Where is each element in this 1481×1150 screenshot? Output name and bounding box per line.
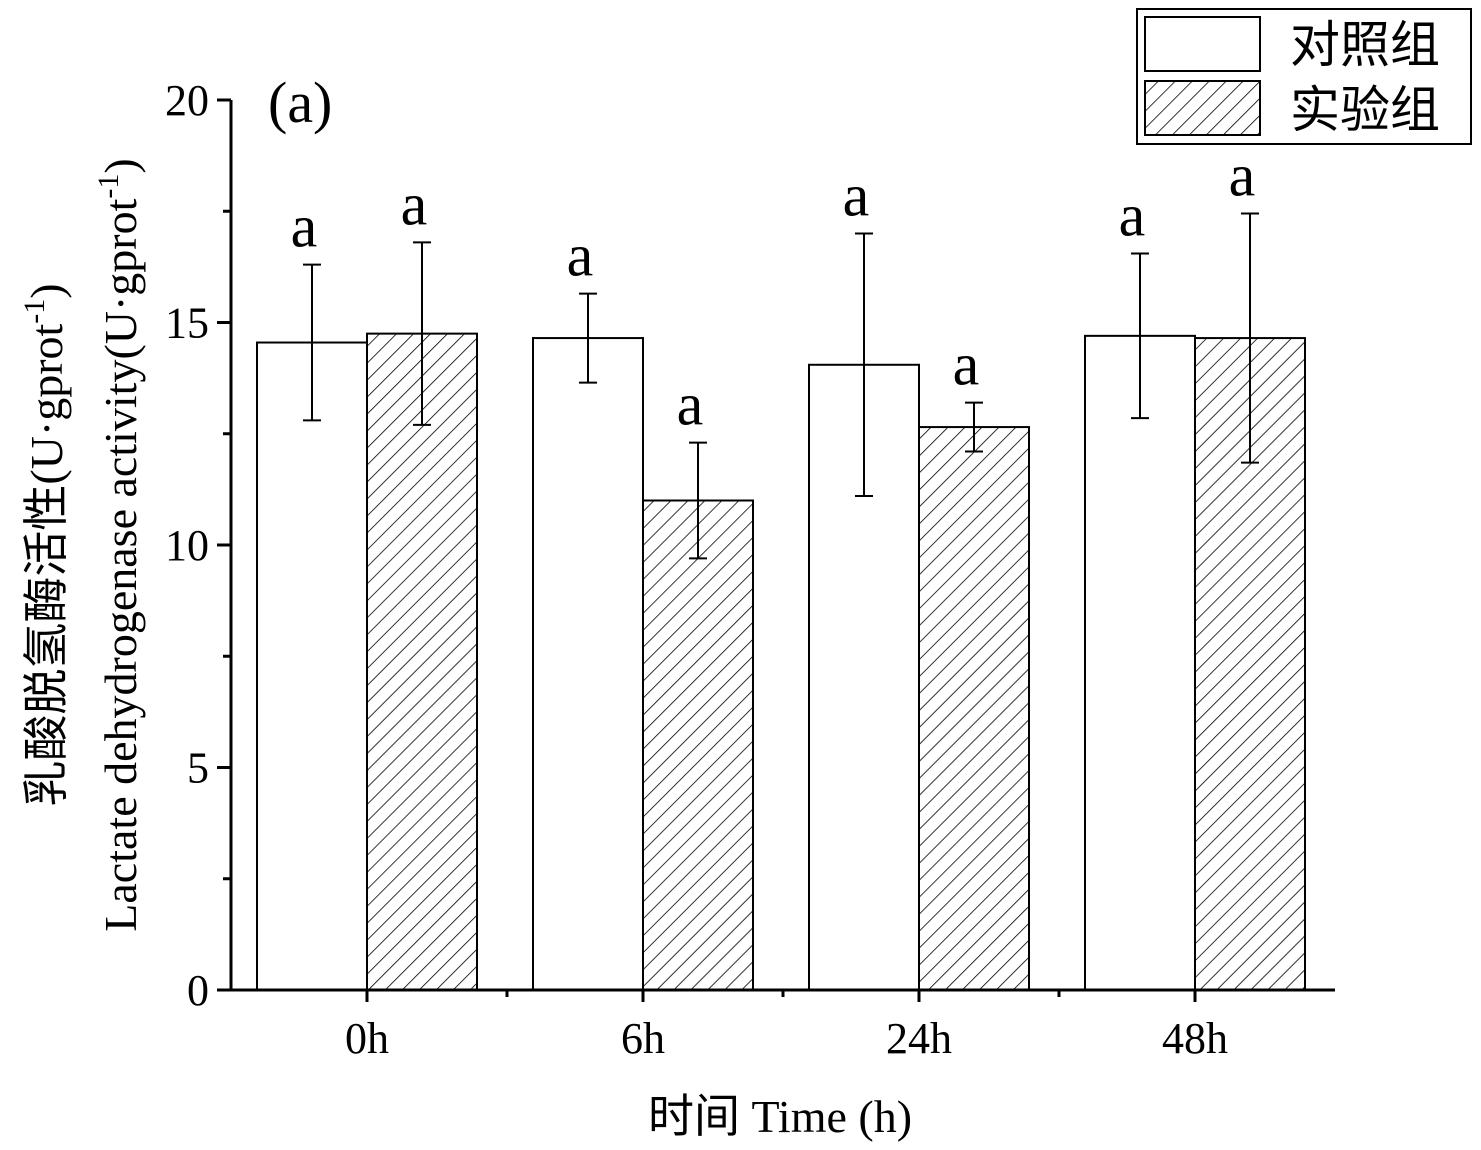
legend-swatch-experimental	[1144, 80, 1261, 136]
y-axis-title-chinese: 乳酸脱氢酶活性(U·gprot-1)	[18, 283, 72, 806]
significance-letter: a	[401, 171, 428, 237]
y-tick-label: 10	[165, 521, 209, 570]
y-axis-title-en-close: )	[95, 158, 146, 173]
y-axis-title-english: Lactate dehydrogenase activity(U·gprot-1…	[92, 158, 146, 931]
y-tick-label: 5	[187, 744, 209, 793]
significance-letter: a	[1229, 142, 1256, 208]
y-axis-title-cn-sup: -1	[18, 299, 51, 324]
bar-48h-series-1	[1084, 334, 1196, 992]
legend-label-experimental: 实验组	[1290, 82, 1440, 138]
x-tick-label: 48h	[1162, 1014, 1228, 1063]
significance-letter: a	[677, 372, 704, 438]
legend-label-control: 对照组	[1290, 17, 1440, 73]
bar-6h-series-1	[532, 337, 644, 991]
bar-24h-series-2	[918, 426, 1030, 991]
y-axis-title-en-main: Lactate dehydrogenase activity(U·gprot	[95, 198, 146, 931]
bar-6h-series-2	[642, 499, 754, 991]
x-tick-label: 0h	[345, 1014, 389, 1063]
legend: 对照组 实验组	[1136, 8, 1472, 145]
y-axis-title-en-sup: -1	[92, 174, 125, 199]
axes: 0 5 10 15 20 0h 6h 24h 48h	[165, 76, 1335, 1063]
significance-letter: a	[567, 223, 594, 289]
y-axis-title-cn-main: 乳酸脱氢酶活性(U·gprot	[21, 323, 72, 806]
legend-swatch-control	[1144, 16, 1261, 72]
bar-0h-series-2	[366, 332, 478, 991]
y-tick-label: 20	[165, 76, 209, 125]
error-bars-layer	[303, 212, 1259, 560]
bars-layer	[256, 332, 1306, 992]
y-axis-title-cn-close: )	[21, 283, 72, 298]
significance-letter: a	[843, 163, 870, 229]
x-tick-label: 6h	[621, 1014, 665, 1063]
x-axis-title: 时间 Time (h)	[648, 1091, 912, 1142]
significance-letter: a	[953, 332, 980, 398]
panel-label: (a)	[268, 70, 332, 135]
significance-letter: a	[291, 194, 318, 260]
significance-letter: a	[1119, 183, 1146, 249]
significance-letters-layer: a a a a a a a a	[291, 142, 1256, 437]
x-tick-label: 24h	[886, 1014, 952, 1063]
y-tick-label: 15	[165, 299, 209, 348]
y-tick-label: 0	[187, 966, 209, 1015]
bar-0h-series-1	[256, 341, 368, 991]
